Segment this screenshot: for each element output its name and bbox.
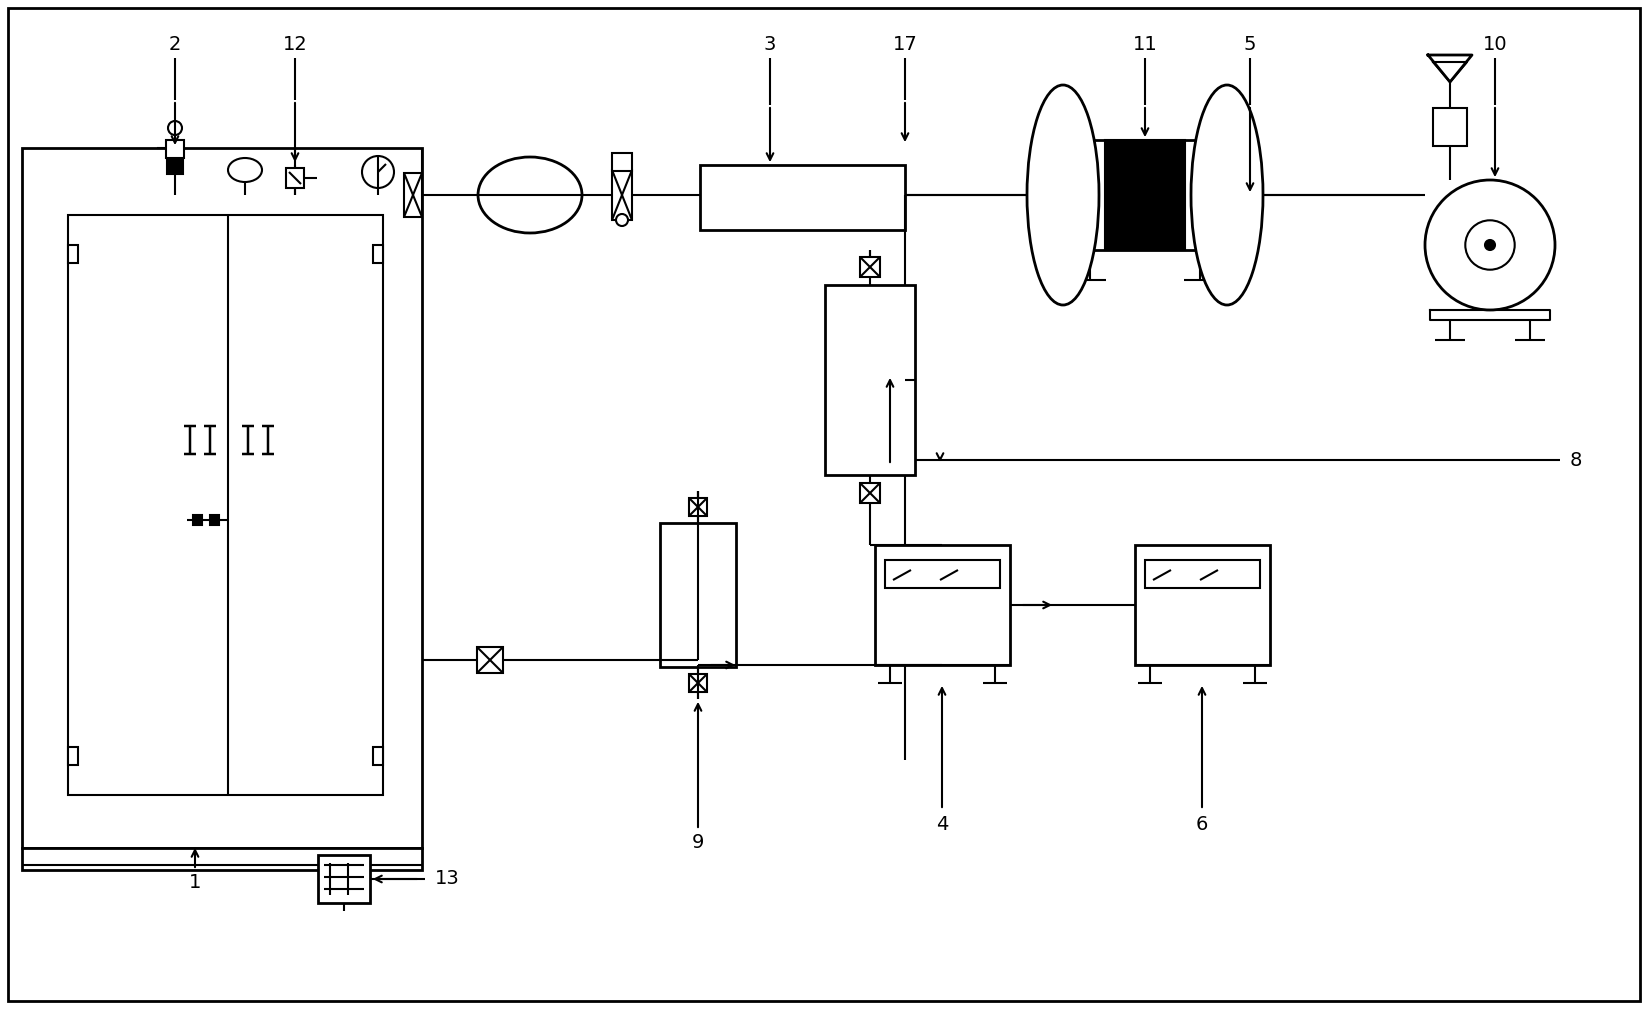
Ellipse shape — [1192, 85, 1262, 305]
Ellipse shape — [478, 157, 582, 233]
Text: 10: 10 — [1483, 35, 1508, 54]
Circle shape — [1426, 180, 1556, 310]
Bar — [318, 855, 371, 903]
Polygon shape — [1434, 62, 1467, 82]
Text: 2: 2 — [168, 35, 181, 54]
Bar — [1434, 108, 1467, 146]
Text: 8: 8 — [1571, 450, 1582, 469]
Circle shape — [363, 156, 394, 188]
Ellipse shape — [227, 158, 262, 182]
Bar — [372, 245, 382, 263]
Bar — [476, 647, 503, 673]
Bar — [404, 173, 422, 217]
Text: 12: 12 — [282, 35, 308, 54]
Bar — [689, 674, 707, 692]
Bar — [689, 498, 707, 516]
Bar — [372, 747, 382, 765]
Bar — [287, 169, 303, 188]
Text: 13: 13 — [435, 870, 460, 889]
Polygon shape — [1429, 55, 1472, 82]
Text: 1: 1 — [190, 873, 201, 892]
Bar — [885, 560, 1000, 588]
Bar — [166, 160, 183, 174]
Circle shape — [168, 121, 181, 135]
Text: 5: 5 — [1244, 35, 1256, 54]
Bar — [875, 545, 1010, 665]
Text: 3: 3 — [763, 35, 776, 54]
Bar — [826, 285, 915, 475]
Bar — [860, 257, 880, 277]
Polygon shape — [1430, 310, 1551, 320]
Bar — [21, 148, 422, 848]
Bar — [209, 515, 219, 525]
Text: 6: 6 — [1196, 815, 1208, 834]
Bar — [611, 170, 631, 220]
Circle shape — [616, 214, 628, 226]
Bar — [193, 515, 203, 525]
Bar — [1135, 545, 1271, 665]
Text: 9: 9 — [692, 833, 704, 853]
Bar — [1106, 140, 1185, 250]
Bar — [659, 523, 737, 667]
Text: 4: 4 — [936, 815, 948, 834]
Text: 11: 11 — [1132, 35, 1157, 54]
Circle shape — [1485, 240, 1495, 250]
Circle shape — [1465, 220, 1515, 269]
Bar — [611, 153, 631, 171]
Bar — [700, 165, 905, 230]
Text: 17: 17 — [893, 35, 918, 54]
Bar — [68, 215, 382, 795]
Bar — [68, 747, 77, 765]
Bar — [166, 140, 185, 158]
Ellipse shape — [1027, 85, 1099, 305]
Bar — [860, 483, 880, 503]
Bar — [1145, 560, 1261, 588]
Bar — [21, 848, 422, 870]
Bar — [68, 245, 77, 263]
Bar — [1063, 140, 1228, 250]
